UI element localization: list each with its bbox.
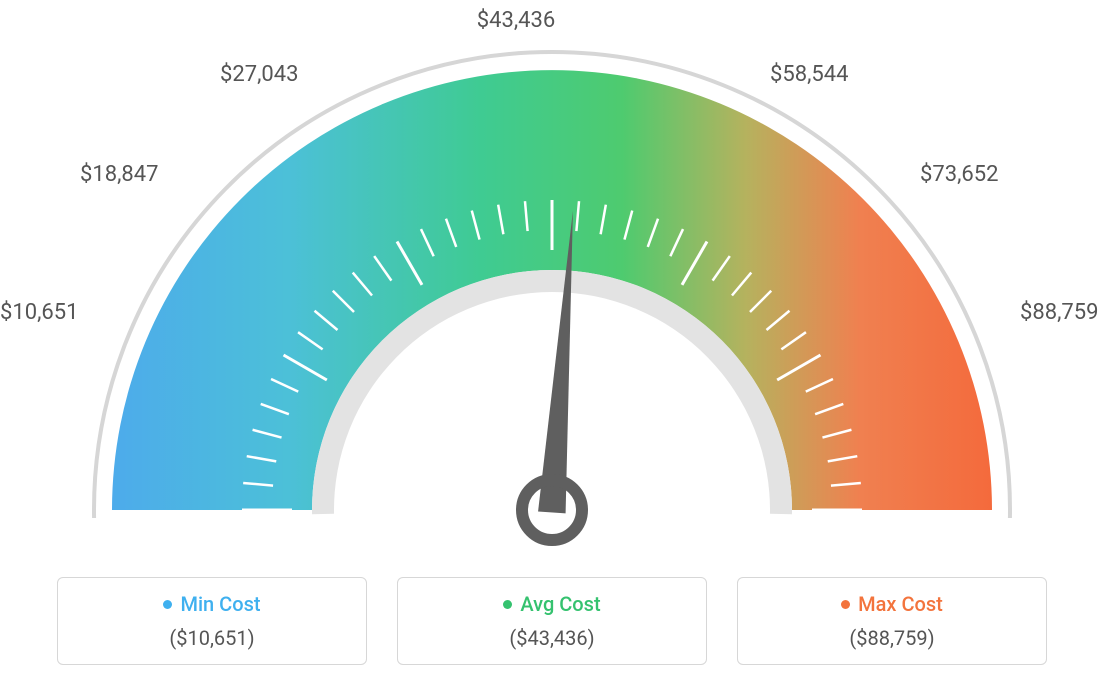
gauge-container: $10,651$18,847$27,043$43,436$58,544$73,6… [0, 0, 1104, 560]
gauge-svg [52, 40, 1052, 560]
legend-title-avg: Avg Cost [503, 592, 600, 616]
legend-value-avg: ($43,436) [398, 626, 706, 650]
legend-title-label: Avg Cost [520, 592, 600, 616]
dot-icon-min [163, 600, 172, 609]
dot-icon-avg [503, 600, 512, 609]
legend-title-label: Max Cost [858, 592, 943, 616]
legend-card-avg: Avg Cost ($43,436) [397, 577, 707, 665]
gauge-tick-label: $43,436 [477, 8, 556, 33]
legend-title-max: Max Cost [841, 592, 943, 616]
legend-title-label: Min Cost [180, 592, 260, 616]
dot-icon-max [841, 600, 850, 609]
legend-title-min: Min Cost [163, 592, 260, 616]
legend-card-max: Max Cost ($88,759) [737, 577, 1047, 665]
legend-card-min: Min Cost ($10,651) [57, 577, 367, 665]
legend-value-min: ($10,651) [58, 626, 366, 650]
legend-value-max: ($88,759) [738, 626, 1046, 650]
legend-row: Min Cost ($10,651) Avg Cost ($43,436) Ma… [0, 577, 1104, 665]
